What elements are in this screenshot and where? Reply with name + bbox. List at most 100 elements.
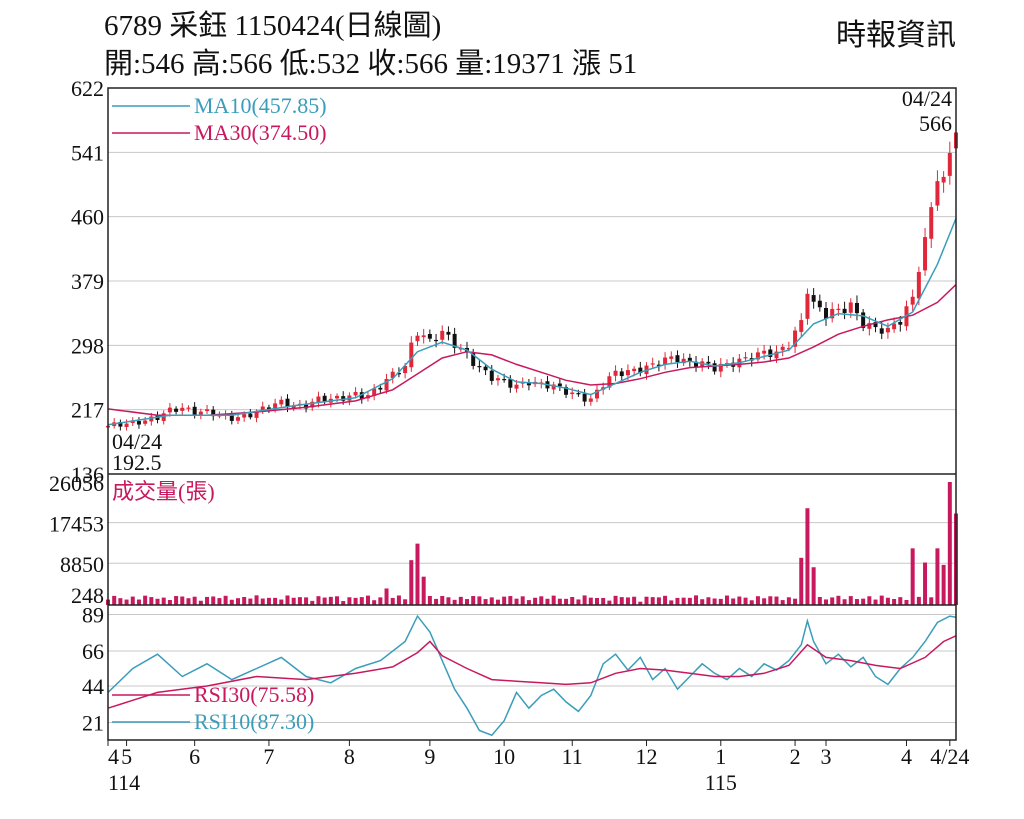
candle-body xyxy=(446,331,451,335)
candle-body xyxy=(192,406,197,415)
volume-bar xyxy=(217,598,222,605)
volume-bar xyxy=(941,564,946,605)
volume-bar xyxy=(310,600,315,605)
volume-bar xyxy=(755,596,760,605)
candle-body xyxy=(811,295,816,302)
x-tick-label: 4 xyxy=(108,744,119,769)
volume-bar xyxy=(656,597,661,605)
candle-body xyxy=(143,420,148,424)
candle-body xyxy=(229,414,234,421)
volume-label: 成交量(張) xyxy=(112,479,215,504)
candle-body xyxy=(712,363,717,372)
volume-bar xyxy=(824,599,829,605)
rsi-tick-label: 66 xyxy=(82,639,104,664)
volume-bar xyxy=(551,595,556,605)
candle-body xyxy=(941,176,946,183)
candle-body xyxy=(167,407,172,413)
volume-tick-label: 17453 xyxy=(49,512,104,537)
candle-body xyxy=(118,422,123,427)
candle-body xyxy=(254,411,259,418)
candle-body xyxy=(384,378,389,391)
volume-bar xyxy=(248,598,253,605)
source-label: 時報資訊 xyxy=(836,19,956,52)
volume-bar xyxy=(384,588,389,605)
volume-bar xyxy=(279,599,284,605)
candle-body xyxy=(625,370,630,376)
candle-body xyxy=(273,403,278,409)
candle-body xyxy=(780,346,785,351)
volume-bar xyxy=(700,599,705,605)
volume-bar xyxy=(434,598,439,605)
candle-body xyxy=(211,409,216,417)
candle-body xyxy=(557,383,562,387)
price-tick-label: 541 xyxy=(71,140,104,165)
price-tick-label: 217 xyxy=(71,398,104,423)
volume-bar xyxy=(427,595,432,605)
volume-bar xyxy=(607,600,612,605)
candle-body xyxy=(136,421,141,425)
candle-body xyxy=(440,330,445,340)
candle-body xyxy=(947,152,952,176)
candle-body xyxy=(929,207,934,239)
candle-body xyxy=(817,300,822,308)
volume-bar xyxy=(724,595,729,605)
candle-body xyxy=(242,414,247,418)
candle-body xyxy=(378,387,383,390)
volume-bar xyxy=(830,597,835,605)
volume-bar xyxy=(192,596,197,605)
volume-bar xyxy=(211,596,216,605)
volume-bar xyxy=(749,600,754,605)
candle-body xyxy=(842,308,847,313)
volume-bar xyxy=(502,596,507,605)
candle-body xyxy=(570,392,575,395)
volume-bar xyxy=(304,597,309,605)
candle-body xyxy=(316,396,321,403)
candle-body xyxy=(588,398,593,402)
volume-bar xyxy=(167,599,172,605)
volume-bar xyxy=(842,599,847,605)
candle-body xyxy=(341,396,346,401)
volume-bar xyxy=(619,597,624,605)
volume-bar xyxy=(564,598,569,605)
candle-body xyxy=(923,237,928,271)
volume-bar xyxy=(737,596,742,605)
volume-bar xyxy=(916,596,921,605)
volume-bar xyxy=(359,597,364,605)
candle-body xyxy=(879,328,884,334)
candle-body xyxy=(198,411,203,416)
candle-body xyxy=(854,302,859,314)
volume-bar xyxy=(328,596,333,605)
candle-body xyxy=(452,333,457,348)
volume-bar xyxy=(149,597,154,605)
candle-body xyxy=(310,401,315,408)
volume-bar xyxy=(861,598,866,605)
candle-body xyxy=(892,323,897,330)
volume-bar xyxy=(613,595,618,605)
volume-bar xyxy=(446,597,451,605)
volume-bar xyxy=(904,599,909,605)
candle-body xyxy=(409,342,414,368)
candle-body xyxy=(916,272,921,299)
low-value-annotation: 192.5 xyxy=(112,450,162,475)
rsi30-line xyxy=(107,635,957,709)
candle-body xyxy=(551,384,556,390)
x-tick-label: 2 xyxy=(790,744,801,769)
ohlc-summary: 開:546 高:566 低:532 收:566 量:19371 漲 51 xyxy=(104,48,638,80)
x-tick-label: 6 xyxy=(189,744,200,769)
candle-body xyxy=(675,355,680,363)
candle-body xyxy=(291,405,296,409)
volume-bar xyxy=(180,596,185,605)
candle-body xyxy=(322,395,327,403)
candle-body xyxy=(762,350,767,354)
x-tick-label: 12 xyxy=(636,744,658,769)
x-tick-label: 9 xyxy=(424,744,435,769)
volume-bar xyxy=(520,596,525,605)
candle-body xyxy=(650,363,655,365)
candle-body xyxy=(508,379,513,388)
volume-bar xyxy=(588,597,593,605)
candle-body xyxy=(526,383,531,386)
volume-bar xyxy=(409,560,414,605)
ma10-line xyxy=(107,218,957,426)
volume-bar xyxy=(477,596,482,605)
x-tick-label: 4 xyxy=(901,744,912,769)
